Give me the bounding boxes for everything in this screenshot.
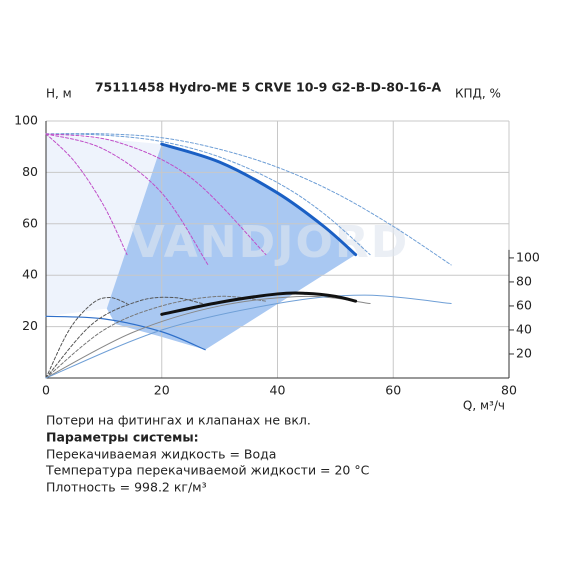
y-tick-label: 40 — [22, 267, 38, 282]
operating-region — [46, 133, 162, 317]
y-tick-label: 60 — [22, 215, 38, 230]
note: Потери на фитингах и клапанах не вкл. — [46, 413, 311, 428]
x-tick-label: 80 — [501, 383, 517, 398]
x-tick-label: 20 — [154, 383, 170, 398]
curve — [45, 133, 452, 266]
curve — [45, 315, 206, 351]
curve — [45, 133, 371, 256]
curve — [45, 297, 128, 379]
note: Температура перекачиваемой жидкости = 20… — [45, 463, 370, 478]
y-axis-label: H, м — [46, 87, 72, 101]
y2-tick-label: 20 — [516, 345, 532, 360]
y2-tick-label: 100 — [516, 249, 540, 264]
y2-tick-label: 60 — [516, 297, 532, 312]
curve — [160, 291, 358, 316]
y2-tick-label: 80 — [516, 273, 532, 288]
x-tick-label: 40 — [270, 383, 286, 398]
y2-tick-label: 40 — [516, 321, 532, 336]
y2-axis-label: КПД, % — [455, 87, 501, 101]
note: Параметры системы: — [46, 430, 199, 445]
curve — [45, 133, 209, 266]
chart-title: 75111458 Hydro-ME 5 CRVE 10-9 G2-B-D-80-… — [95, 80, 442, 95]
y-tick-label: 100 — [14, 113, 38, 128]
curve — [45, 133, 128, 256]
curve — [45, 133, 267, 256]
note: Перекачиваемая жидкость = Вода — [46, 447, 276, 462]
watermark: VANDJORD — [131, 217, 410, 268]
x-axis-label: Q, м³/ч — [463, 399, 505, 413]
curve — [45, 294, 452, 379]
curve — [160, 142, 358, 257]
y-tick-label: 20 — [22, 318, 38, 333]
note: Плотность = 998.2 кг/м³ — [46, 480, 207, 495]
x-tick-label: 60 — [385, 383, 401, 398]
curve — [45, 295, 267, 379]
curve — [45, 296, 203, 379]
y-tick-label: 80 — [22, 164, 38, 179]
x-tick-label: 0 — [42, 383, 50, 398]
operating-region — [106, 144, 356, 350]
